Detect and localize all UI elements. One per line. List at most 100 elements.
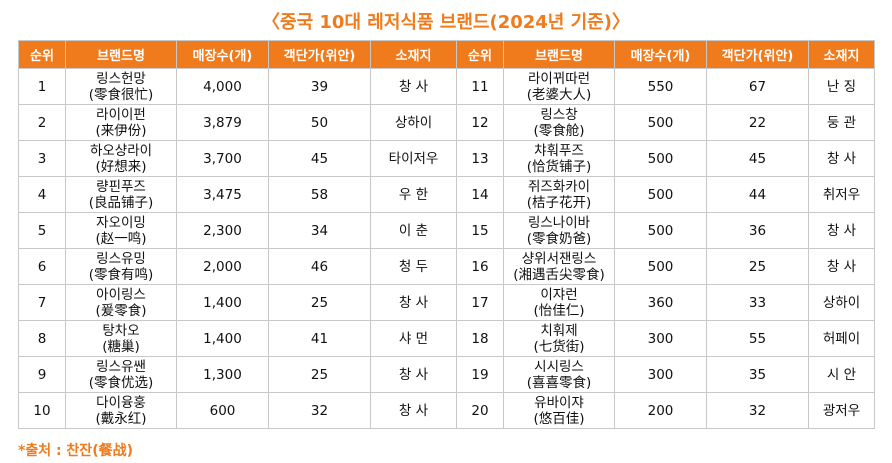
brand-name-korean: 링스유밍 [96, 250, 146, 267]
source-footnote: *출처 : 찬잔(餐战) [18, 443, 133, 459]
brand-name-chinese: (老婆大人) [526, 86, 592, 103]
unit-price-cell: 41 [268, 320, 371, 357]
rank-cell: 20 [456, 392, 504, 429]
rank-cell: 5 [18, 212, 66, 249]
brand-name-chinese: (糖巢) [102, 338, 140, 355]
brand-name-cell: 챠훠푸즈 (恰货铺子) [503, 140, 615, 177]
rank-cell: 3 [18, 140, 66, 177]
brand-name-chinese: (七货街) [533, 338, 585, 355]
unit-price-cell: 25 [268, 284, 371, 321]
brand-name-chinese: (零食奶爸) [526, 230, 592, 247]
unit-price-cell: 45 [268, 140, 371, 177]
brand-name-cell: 량핀푸즈 (良品铺子) [65, 176, 177, 213]
rank-cell: 11 [456, 68, 504, 105]
brand-name-cell: 이쟈런 (怡佳仁) [503, 284, 615, 321]
location-cell: 난 징 [808, 68, 875, 105]
rank-cell: 12 [456, 104, 504, 141]
brand-name-chinese: (喜喜零食) [526, 374, 592, 391]
location-cell: 허페이 [808, 320, 875, 357]
brand-name-chinese: (零食有鸣) [88, 266, 154, 283]
brand-name-korean: 다이융훙 [96, 394, 146, 411]
brand-name-chinese: (零食舱) [533, 122, 585, 139]
brand-name-korean: 링스창 [540, 106, 578, 123]
brand-name-korean: 량핀푸즈 [96, 178, 146, 195]
brand-name-korean: 라이뀌따런 [527, 70, 591, 87]
brand-name-cell: 샹위서잰링스 (湘遇舌尖零食) [503, 248, 615, 285]
column-header: 순위 [456, 40, 504, 69]
column-header: 브랜드명 [65, 40, 177, 69]
unit-price-cell: 67 [706, 68, 809, 105]
unit-price-cell: 32 [706, 392, 809, 429]
brand-name-chinese: (零食优选) [88, 374, 154, 391]
table-row: 5 자오이밍 (赵一鸣) 2,300 34 이 춘 15 링스나이바 (零食奶爸) 500 36 창 … [18, 212, 875, 249]
store-count-cell: 500 [614, 140, 707, 177]
store-count-cell: 2,000 [176, 248, 269, 285]
table-row: 2 라이이펀 (来伊份) 3,879 50 상하이 12 링스창 (零食舱) 500 22 둥 관 [18, 104, 875, 141]
brand-name-chinese: (好想来) [95, 158, 147, 175]
location-cell: 취저우 [808, 176, 875, 213]
brand-name-cell: 시시링스 (喜喜零食) [503, 356, 615, 393]
brand-name-korean: 탕차오 [102, 322, 140, 339]
unit-price-cell: 36 [706, 212, 809, 249]
rank-cell: 6 [18, 248, 66, 285]
unit-price-cell: 46 [268, 248, 371, 285]
location-cell: 샤 먼 [370, 320, 457, 357]
brand-name-cell: 링스창 (零食舱) [503, 104, 615, 141]
location-cell: 창 사 [370, 68, 457, 105]
table-body: 1 링스헌망 (零食很忙) 4,000 39 창 사 11 라이뀌따런 (老婆大人) 550 67 난… [18, 68, 875, 429]
store-count-cell: 360 [614, 284, 707, 321]
location-cell: 상하이 [370, 104, 457, 141]
store-count-cell: 3,475 [176, 176, 269, 213]
rank-cell: 10 [18, 392, 66, 429]
brand-name-chinese: (怡佳仁) [533, 302, 585, 319]
store-count-cell: 3,879 [176, 104, 269, 141]
store-count-cell: 1,300 [176, 356, 269, 393]
unit-price-cell: 33 [706, 284, 809, 321]
brand-name-cell: 링스유쌘 (零食优选) [65, 356, 177, 393]
brand-name-cell: 탕차오 (糖巢) [65, 320, 177, 357]
brand-name-chinese: (悠百佳) [533, 410, 585, 427]
location-cell: 창 사 [370, 392, 457, 429]
brand-name-chinese: (零食很忙) [88, 86, 154, 103]
brand-name-korean: 챠훠푸즈 [534, 142, 584, 159]
page-title: 〈중국 10대 레저식품 브랜드(2024년 기준)〉 [262, 12, 630, 33]
brand-name-chinese: (爰零食) [95, 302, 147, 319]
rank-cell: 14 [456, 176, 504, 213]
rank-cell: 16 [456, 248, 504, 285]
brand-name-korean: 이쟈런 [540, 286, 578, 303]
brand-name-korean: 쥐즈화카이 [527, 178, 591, 195]
unit-price-cell: 44 [706, 176, 809, 213]
column-header: 소재지 [808, 40, 875, 69]
table-row: 1 링스헌망 (零食很忙) 4,000 39 창 사 11 라이뀌따런 (老婆大人) 550 67 난… [18, 68, 875, 105]
store-count-cell: 200 [614, 392, 707, 429]
brand-name-korean: 링스나이바 [527, 214, 591, 231]
store-count-cell: 3,700 [176, 140, 269, 177]
rank-cell: 9 [18, 356, 66, 393]
store-count-cell: 500 [614, 212, 707, 249]
unit-price-cell: 25 [706, 248, 809, 285]
rank-cell: 4 [18, 176, 66, 213]
rank-cell: 15 [456, 212, 504, 249]
brand-name-chinese: (戴永红) [95, 410, 147, 427]
unit-price-cell: 50 [268, 104, 371, 141]
brand-name-korean: 시시링스 [534, 358, 584, 375]
rank-cell: 1 [18, 68, 66, 105]
column-header: 매장수(개) [176, 40, 269, 69]
column-header: 순위 [18, 40, 66, 69]
brand-name-cell: 링스유밍 (零食有鸣) [65, 248, 177, 285]
location-cell: 광저우 [808, 392, 875, 429]
brand-name-korean: 치훠제 [540, 322, 578, 339]
brand-name-chinese: (桔子花开) [526, 194, 592, 211]
store-count-cell: 550 [614, 68, 707, 105]
store-count-cell: 4,000 [176, 68, 269, 105]
brand-name-chinese: (良品铺子) [88, 194, 154, 211]
location-cell: 이 춘 [370, 212, 457, 249]
brand-name-cell: 치훠제 (七货街) [503, 320, 615, 357]
store-count-cell: 500 [614, 176, 707, 213]
location-cell: 타이저우 [370, 140, 457, 177]
table-header-row: 순위 브랜드명 매장수(개) 객단가(위안) 소재지 순위 브랜드명 매장수(개) 객단가(위안… [18, 40, 875, 69]
unit-price-cell: 32 [268, 392, 371, 429]
store-count-cell: 300 [614, 356, 707, 393]
location-cell: 창 사 [808, 212, 875, 249]
brand-name-cell: 라이이펀 (来伊份) [65, 104, 177, 141]
